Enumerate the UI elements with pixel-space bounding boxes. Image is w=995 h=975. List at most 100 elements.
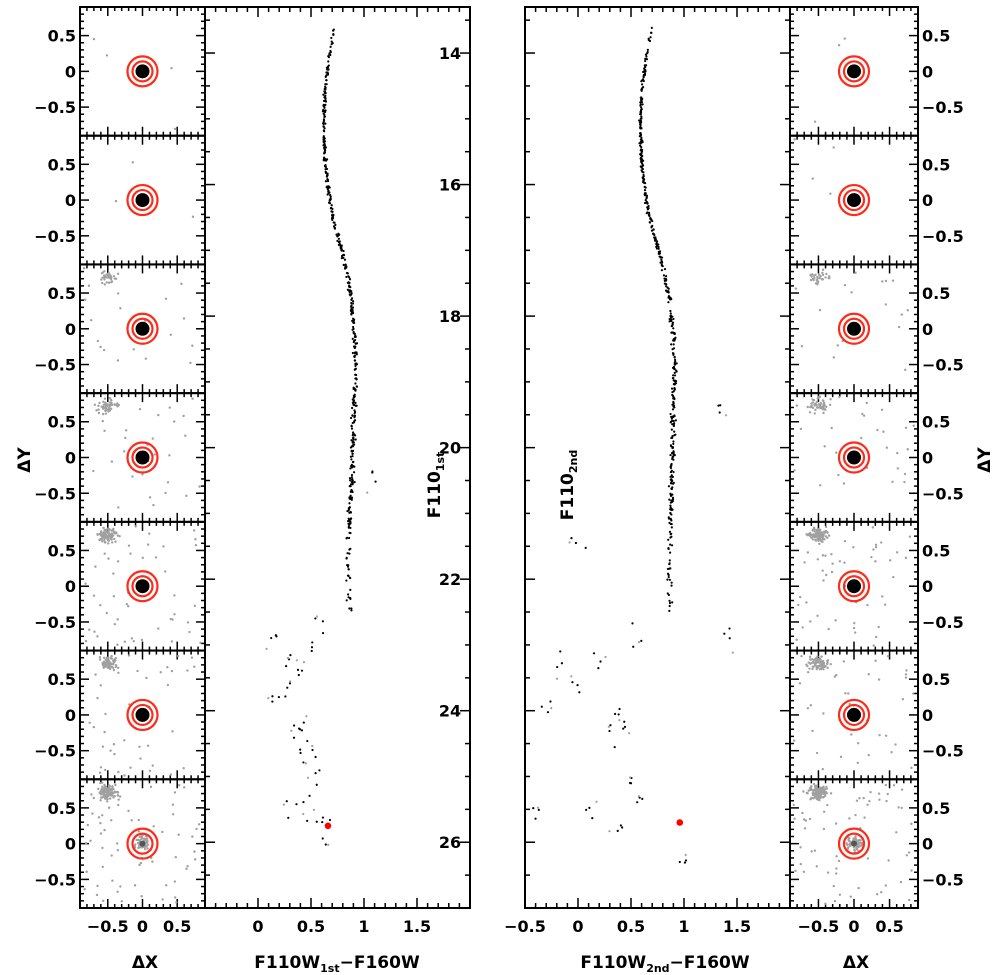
left-neighbor <box>102 348 106 352</box>
cmd2-star <box>668 599 671 602</box>
cmd1-star <box>353 419 357 422</box>
cmd1-star <box>340 257 343 260</box>
right-neighbor <box>809 405 813 408</box>
left-neighbor <box>108 794 111 797</box>
cmd1-star-faint <box>305 715 308 718</box>
cmd2-star <box>648 39 652 43</box>
left-neighbor <box>116 292 120 295</box>
cmd1-star-faint <box>327 843 330 846</box>
cmd2-star <box>673 358 677 361</box>
right-neighbor <box>816 397 819 400</box>
right-neighbor <box>877 678 881 681</box>
cmd1-star <box>336 235 339 238</box>
left-neighbor <box>107 271 110 275</box>
right-neighbor <box>901 697 905 701</box>
right-neighbor <box>813 658 816 662</box>
cmd1-star <box>330 204 333 207</box>
right-neighbor <box>826 531 829 535</box>
right-neighbor <box>909 79 913 82</box>
left-neighbor <box>100 278 103 281</box>
right-stamp-ytick-label: 0.5 <box>922 284 950 303</box>
cmd2-star <box>670 522 673 526</box>
cmd2-star <box>670 387 674 390</box>
left-neighbor <box>117 770 120 774</box>
right-outer-ring <box>837 312 871 345</box>
left-neighbor <box>101 412 105 416</box>
left-neighbor <box>134 843 137 846</box>
left-neighbor <box>174 896 177 899</box>
left-neighbor <box>194 543 198 547</box>
cmd1-star <box>355 353 358 356</box>
left-neighbor <box>120 900 123 903</box>
right-neighbor <box>820 278 824 281</box>
left-neighbor <box>180 282 183 286</box>
right-neighbor <box>811 273 814 276</box>
right-neighbor <box>849 844 852 848</box>
right-neighbor <box>819 789 823 793</box>
cmd2-ytick-label: 22 <box>439 570 461 589</box>
left-neighbor <box>194 538 197 541</box>
cmd2-star <box>669 314 673 317</box>
right-neighbor <box>895 551 899 554</box>
left-neighbor <box>166 481 170 484</box>
right-neighbor <box>908 898 911 902</box>
cmd2-star <box>640 117 643 120</box>
cmd2-star <box>668 604 671 608</box>
cmd2-star <box>673 332 676 335</box>
cmd2-star <box>641 154 644 157</box>
right-neighbor <box>811 528 815 531</box>
left-stamp-ytick-label: 0 <box>65 577 76 596</box>
left-neighbor <box>105 795 109 798</box>
cmd2-star <box>640 106 643 109</box>
cmd1-star <box>322 144 325 147</box>
right-neighbor <box>826 871 830 874</box>
cmd1-star <box>351 306 355 309</box>
left-neighbor <box>152 503 155 507</box>
cmd1-star <box>325 175 329 178</box>
cmd1-star <box>331 213 334 216</box>
left-neighbor <box>107 787 110 791</box>
cmd2-star <box>671 366 675 369</box>
cmd2-star-sparse <box>613 745 616 749</box>
cmd1-xlabel: F110W1st−F160W <box>254 953 420 975</box>
left-neighbor <box>102 406 106 410</box>
cmd2-star-faint <box>536 806 540 809</box>
cmd2-star-sparse <box>619 824 622 827</box>
left-neighbor <box>188 630 191 634</box>
right-neighbor <box>800 654 803 658</box>
right-neighbor <box>853 849 856 852</box>
cmd2-xlabel-main: F110W <box>580 953 646 973</box>
cmd2-star <box>642 179 645 182</box>
cmd2-star <box>670 544 674 547</box>
cmd2-star <box>672 400 675 403</box>
right-neighbor <box>813 849 817 852</box>
left-neighbor <box>96 339 100 343</box>
cmd2-star <box>641 139 644 142</box>
right-neighbor <box>817 537 820 540</box>
left-neighbor <box>148 496 152 499</box>
left-neighbor <box>101 540 104 543</box>
left-neighbor <box>119 307 122 310</box>
right-neighbor <box>813 412 816 415</box>
right-neighbor <box>808 817 812 821</box>
left-neighbor <box>101 419 104 423</box>
right-neighbor <box>821 569 824 572</box>
right-neighbor <box>837 473 840 477</box>
left-neighbor <box>191 397 194 400</box>
cmd2-star-sparse <box>578 691 581 694</box>
left-neighbor <box>165 884 168 887</box>
cmd1-star <box>353 338 357 342</box>
right-neighbor <box>900 313 903 316</box>
left-neighbor <box>92 469 95 473</box>
left-stamp-ytick-label: 0.5 <box>48 27 76 46</box>
cmd1-star <box>348 511 351 514</box>
right-stamp-ytick-label: 0.5 <box>922 27 950 46</box>
cmd2-star <box>645 197 648 200</box>
right-neighbor <box>880 408 884 412</box>
left-neighbor <box>103 783 106 787</box>
left-neighbor <box>107 542 110 545</box>
right-neighbor <box>829 192 832 195</box>
left-neighbor <box>149 785 153 789</box>
cmd2-star <box>640 99 643 102</box>
cmd1-star <box>347 564 350 567</box>
